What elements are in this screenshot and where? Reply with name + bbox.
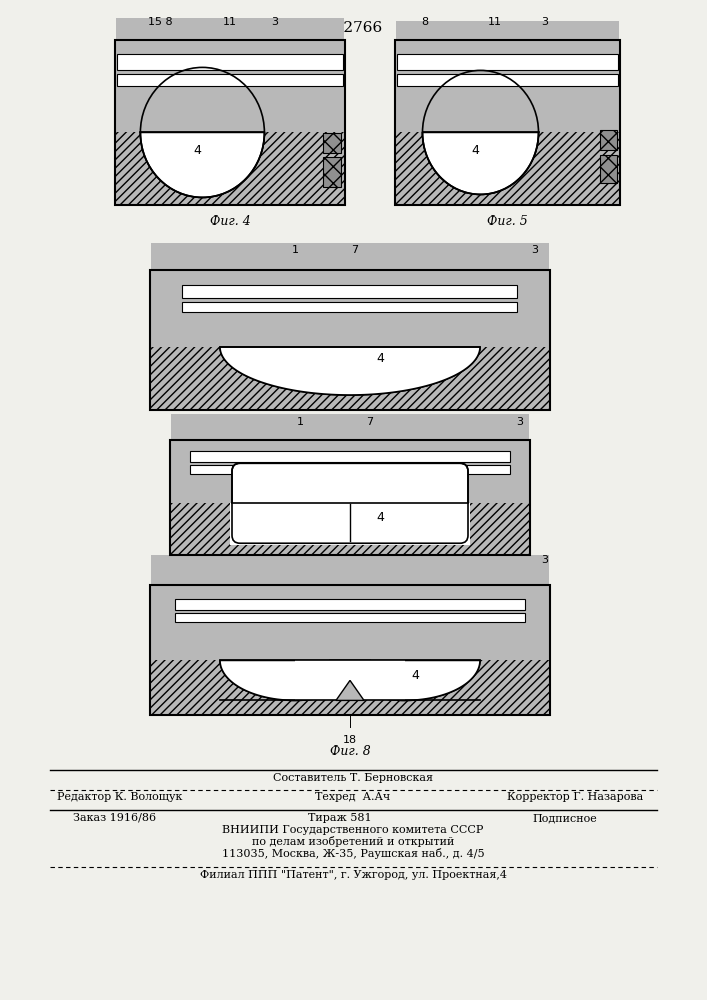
FancyBboxPatch shape <box>232 463 468 543</box>
Polygon shape <box>336 680 364 700</box>
Bar <box>170 440 530 555</box>
Bar <box>395 40 620 205</box>
Bar <box>323 157 341 187</box>
Text: 3: 3 <box>542 17 549 27</box>
Text: 8: 8 <box>421 17 428 27</box>
FancyBboxPatch shape <box>232 463 468 543</box>
Bar <box>323 133 341 153</box>
Text: Составитель Т. Берновская: Составитель Т. Берновская <box>273 773 433 783</box>
Bar <box>182 302 517 312</box>
Text: Фиг. 5: Фиг. 5 <box>487 215 528 228</box>
Bar <box>396 21 619 132</box>
Text: Редактор К. Волощук: Редактор К. Волощук <box>57 792 182 802</box>
Polygon shape <box>141 132 264 197</box>
Text: 3: 3 <box>532 245 539 255</box>
Bar <box>230 503 470 545</box>
Text: 1: 1 <box>291 245 298 255</box>
Text: 3: 3 <box>271 17 279 27</box>
Bar <box>295 660 405 700</box>
Ellipse shape <box>423 70 539 194</box>
Text: Фиг. 7: Фиг. 7 <box>329 565 370 578</box>
Text: 3: 3 <box>542 555 549 565</box>
Bar <box>175 613 525 622</box>
Text: 18: 18 <box>343 735 357 745</box>
Text: 15 8: 15 8 <box>148 17 173 27</box>
Bar <box>150 270 550 410</box>
Bar <box>397 54 618 70</box>
Text: 4: 4 <box>376 511 384 524</box>
Polygon shape <box>330 660 480 700</box>
Bar <box>150 585 550 715</box>
Text: 4: 4 <box>376 353 384 365</box>
Text: 4: 4 <box>411 669 419 682</box>
Bar <box>150 270 550 410</box>
Polygon shape <box>423 132 539 194</box>
Text: Тираж 581: Тираж 581 <box>308 813 372 823</box>
Bar <box>190 465 510 474</box>
Text: Фиг. 8: Фиг. 8 <box>329 745 370 758</box>
Ellipse shape <box>220 299 480 395</box>
Polygon shape <box>220 660 370 700</box>
Bar <box>295 620 405 700</box>
Bar <box>395 40 620 205</box>
Bar <box>171 414 529 503</box>
Text: Заказ 1916/86: Заказ 1916/86 <box>74 813 156 823</box>
Text: 11: 11 <box>488 17 502 27</box>
Bar <box>182 285 517 298</box>
Bar <box>170 440 530 555</box>
Bar <box>117 54 343 70</box>
Text: Корректор Г. Назарова: Корректор Г. Назарова <box>507 792 643 802</box>
Ellipse shape <box>330 620 480 700</box>
Bar <box>150 585 550 715</box>
Text: Филиал ППП "Патент", г. Ужгород, ул. Проектная,4: Филиал ППП "Патент", г. Ужгород, ул. Про… <box>199 870 506 880</box>
Text: 4: 4 <box>194 144 201 157</box>
Text: 11: 11 <box>223 17 237 27</box>
Text: 822766: 822766 <box>324 21 382 35</box>
Text: 7: 7 <box>366 417 373 427</box>
Text: Фиг. 6: Фиг. 6 <box>329 420 370 433</box>
Text: 7: 7 <box>351 245 358 255</box>
Polygon shape <box>220 347 480 395</box>
Bar <box>190 451 510 462</box>
Bar <box>116 18 344 132</box>
Text: Техред  А.Ач: Техред А.Ач <box>315 792 391 802</box>
Text: по делам изобретений и открытий: по делам изобретений и открытий <box>252 836 454 847</box>
Ellipse shape <box>220 620 370 700</box>
Text: ВНИИПИ Государственного комитета СССР: ВНИИПИ Государственного комитета СССР <box>222 825 484 835</box>
Bar <box>151 243 549 347</box>
Text: Фиг. 4: Фиг. 4 <box>209 215 250 228</box>
Bar <box>117 74 343 86</box>
Ellipse shape <box>141 67 264 197</box>
Bar <box>600 130 617 150</box>
Text: 3: 3 <box>517 417 523 427</box>
Bar <box>115 40 345 205</box>
Bar <box>151 555 549 660</box>
Text: 1: 1 <box>296 417 303 427</box>
Bar <box>175 599 525 610</box>
Bar <box>115 40 345 205</box>
Bar <box>397 74 618 86</box>
Text: Подписное: Подписное <box>532 813 597 823</box>
Text: 113035, Москва, Ж-35, Раушская наб., д. 4/5: 113035, Москва, Ж-35, Раушская наб., д. … <box>222 848 484 859</box>
Text: 4: 4 <box>472 144 479 157</box>
Bar <box>600 155 617 183</box>
